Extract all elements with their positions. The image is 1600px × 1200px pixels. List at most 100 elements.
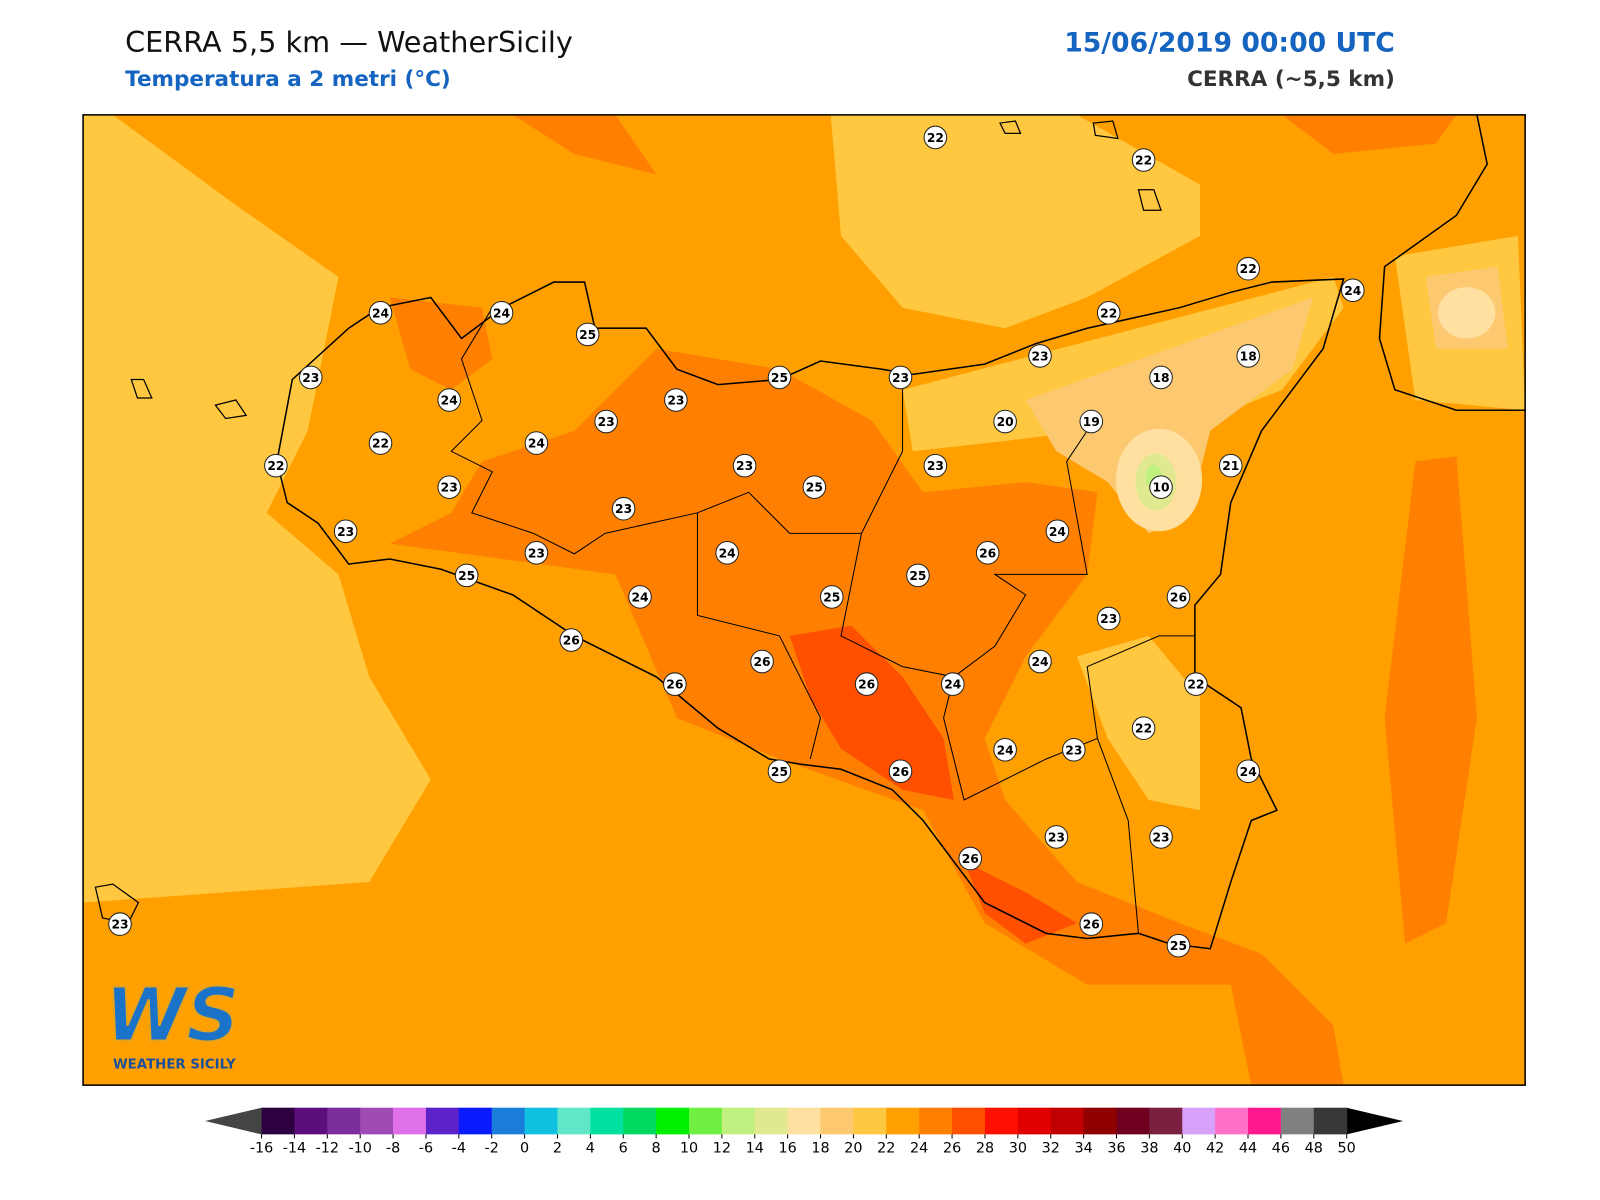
station-marker <box>750 649 774 674</box>
colorbar-segment <box>360 1107 394 1135</box>
station-marker <box>715 541 739 565</box>
station-marker <box>333 519 358 544</box>
station-marker <box>993 409 1017 434</box>
station-value: 25 <box>1170 939 1187 953</box>
station-marker <box>732 453 757 478</box>
station-value: 24 <box>1344 284 1361 298</box>
station-marker <box>454 563 479 588</box>
station-value: 23 <box>927 459 944 473</box>
colorbar-segment <box>393 1107 427 1135</box>
colorbar-segment <box>1050 1107 1085 1135</box>
colorbar-tick-label: 18 <box>811 1141 829 1157</box>
station-value: 26 <box>979 546 996 560</box>
colorbar-segment <box>1280 1107 1315 1135</box>
station-marker <box>1062 737 1086 762</box>
station-value: 22 <box>1100 306 1117 320</box>
colorbar-segment <box>327 1107 361 1135</box>
station-marker <box>854 672 879 696</box>
station-value: 25 <box>579 328 596 342</box>
colorbar-segment <box>787 1107 822 1135</box>
station-value: 25 <box>458 569 475 583</box>
station-value: 26 <box>962 852 979 866</box>
colorbar-tick-label: 26 <box>943 1141 961 1157</box>
station-value: 22 <box>1135 154 1152 168</box>
station-value: 22 <box>1187 678 1204 692</box>
colorbar-tick-label: 36 <box>1107 1141 1125 1157</box>
station-value: 23 <box>1031 349 1048 363</box>
station-marker <box>819 585 844 609</box>
temperature-field <box>83 114 1526 1086</box>
station-value: 10 <box>1152 481 1169 495</box>
station-value: 25 <box>909 569 926 583</box>
colorbar-segment <box>623 1107 657 1135</box>
colorbar-segment <box>294 1107 328 1135</box>
station-value: 23 <box>337 525 354 539</box>
colorbar-tick-label: 34 <box>1074 1141 1092 1157</box>
province-borders <box>450 307 1195 934</box>
colorbar-segment <box>590 1107 624 1135</box>
station-value: 25 <box>823 590 840 604</box>
station-marker <box>628 585 652 609</box>
colorbar-segment <box>524 1107 558 1135</box>
station-marker <box>975 541 1000 565</box>
station-value: 22 <box>927 131 944 145</box>
station-value: 24 <box>493 306 510 320</box>
colorbar-segment <box>656 1107 690 1135</box>
station-marker <box>906 563 930 588</box>
station-value: 23 <box>1152 830 1169 844</box>
station-marker <box>1149 365 1173 390</box>
station-marker <box>1131 148 1156 172</box>
station-value: 26 <box>1083 918 1100 932</box>
colorbar-tick-label: 24 <box>910 1141 928 1157</box>
colorbar-tick-label: -12 <box>316 1141 339 1157</box>
title: CERRA 5,5 km — WeatherSicily <box>125 25 573 59</box>
colorbar-segment <box>952 1107 986 1135</box>
station-value: 22 <box>1240 262 1257 276</box>
station-value: 26 <box>858 678 875 692</box>
station-marker <box>1079 409 1104 434</box>
station-value: 25 <box>771 765 788 779</box>
colorbar-tick-label: -8 <box>386 1141 400 1157</box>
station-value: 23 <box>528 546 545 560</box>
station-value: 23 <box>736 459 753 473</box>
station-marker <box>993 737 1017 762</box>
colorbar-tick-label: 40 <box>1173 1141 1191 1157</box>
station-value: 24 <box>528 437 545 451</box>
station-value: 23 <box>302 371 319 385</box>
colorbar-segment <box>919 1107 953 1135</box>
station-value: 23 <box>667 394 684 408</box>
station-value: 24 <box>372 306 389 320</box>
colorbar-tick-label: -4 <box>452 1141 466 1157</box>
station-marker <box>437 388 462 412</box>
station-value: 26 <box>892 765 909 779</box>
station-marker <box>1341 278 1365 303</box>
station-marker <box>368 301 393 325</box>
station-marker <box>802 475 827 499</box>
colorbar-tick-label: 30 <box>1009 1141 1027 1157</box>
colorbar-tick-label: 2 <box>553 1141 562 1157</box>
station-value: 26 <box>666 678 683 692</box>
station-marker <box>1218 453 1243 478</box>
station-value: 26 <box>563 634 580 648</box>
station-value: 23 <box>598 415 615 429</box>
station-value: 24 <box>1240 765 1257 779</box>
station-marker <box>1236 344 1260 368</box>
station-marker <box>663 672 687 696</box>
colorbar-segment <box>1116 1107 1150 1135</box>
station-marker <box>1079 912 1104 936</box>
station-marker <box>611 496 636 521</box>
colorbar-segment <box>721 1107 756 1135</box>
station-marker <box>108 912 132 936</box>
datetime: 15/06/2019 00:00 UTC <box>1064 28 1395 59</box>
station-value: 23 <box>615 502 632 516</box>
station-marker <box>888 365 913 390</box>
station-marker <box>489 301 514 325</box>
station-marker <box>1166 585 1191 609</box>
station-marker <box>664 388 688 412</box>
station-marker <box>1149 475 1173 499</box>
colorbar-segment <box>1017 1107 1052 1135</box>
station-marker <box>767 365 792 390</box>
station-marker <box>1045 519 1070 544</box>
station-value: 22 <box>372 437 389 451</box>
station-marker <box>1131 716 1156 740</box>
